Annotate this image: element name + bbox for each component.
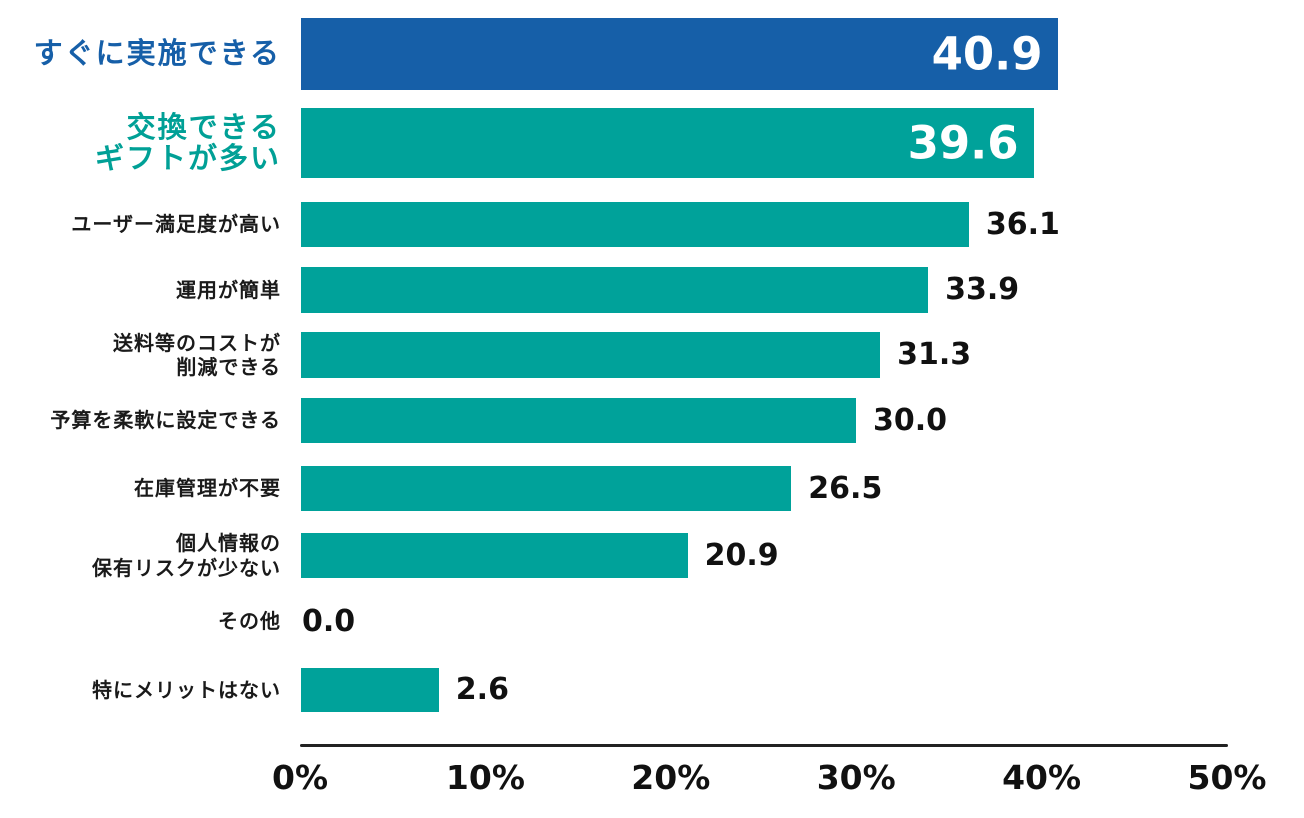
chart-row: 予算を柔軟に設定できる 30.0 [0, 398, 1304, 443]
category-label-line: 予算を柔軟に設定できる [50, 408, 281, 433]
x-axis-tick-label: 40% [1002, 758, 1082, 797]
bar-track: 26.5 [301, 466, 1304, 511]
value-label: 33.9 [945, 272, 1020, 307]
value-label: 39.6 [907, 116, 1019, 170]
category-label-line: 特にメリットはない [92, 677, 281, 702]
category-label-line: 保有リスクが少ない [92, 555, 281, 580]
category-label: その他 [0, 599, 281, 644]
x-axis-tick-label: 30% [816, 758, 896, 797]
chart-row: 送料等のコストが 削減できる 31.3 [0, 330, 1304, 379]
value-label: 2.6 [455, 672, 509, 707]
bar: 39.6 [301, 108, 1034, 178]
chart-row: 特にメリットはない 2.6 [0, 668, 1304, 712]
category-label-line: 交換できる [126, 109, 281, 144]
category-label: ユーザー満足度が高い [0, 202, 281, 247]
bar [301, 668, 439, 712]
x-axis-tick-label: 10% [445, 758, 525, 797]
x-axis-line [300, 744, 1228, 747]
category-label: 運用が簡単 [0, 267, 281, 313]
category-label: 予算を柔軟に設定できる [0, 398, 281, 443]
chart-row: 個人情報の 保有リスクが少ない 20.9 [0, 531, 1304, 580]
bar [301, 398, 856, 443]
value-label: 26.5 [808, 470, 883, 506]
bar-track: 2.6 [301, 668, 1304, 712]
chart-row: その他 0.0 [0, 599, 1304, 644]
category-label-line: 個人情報の [176, 531, 281, 556]
value-label: 30.0 [873, 402, 948, 438]
category-label-line: 送料等のコストが [113, 330, 281, 355]
bar-track: 31.3 [301, 332, 1304, 378]
value-label: 31.3 [897, 337, 972, 372]
chart-row: すぐに実施できる 40.9 [0, 18, 1304, 90]
bar [301, 332, 881, 378]
bar: 40.9 [301, 18, 1058, 90]
bar-track: 0.0 [301, 599, 1304, 644]
bar-track: 39.6 [301, 108, 1304, 178]
category-label-line: 在庫管理が不要 [134, 476, 281, 501]
category-label: 送料等のコストが 削減できる [0, 330, 281, 379]
chart-row: ユーザー満足度が高い 36.1 [0, 202, 1304, 247]
bar-track: 40.9 [301, 18, 1304, 90]
bar-track: 20.9 [301, 533, 1304, 578]
category-label-line: その他 [218, 609, 281, 634]
x-axis-tick-label: 50% [1187, 758, 1267, 797]
category-label: すぐに実施できる [0, 18, 281, 90]
category-label: 交換できる ギフトが多い [0, 108, 281, 178]
bar [301, 267, 929, 313]
category-label: 個人情報の 保有リスクが少ない [0, 531, 281, 580]
bar-track: 36.1 [301, 202, 1304, 247]
value-label: 0.0 [302, 603, 356, 639]
bar [301, 202, 969, 247]
category-label: 在庫管理が不要 [0, 466, 281, 511]
bar-track: 30.0 [301, 398, 1304, 443]
value-label: 40.9 [931, 27, 1043, 81]
chart-row: 交換できる ギフトが多い 39.6 [0, 108, 1304, 178]
x-axis-tick-label: 0% [271, 758, 329, 797]
chart-row: 在庫管理が不要 26.5 [0, 466, 1304, 511]
category-label-line: ユーザー満足度が高い [71, 212, 281, 237]
value-label: 20.9 [704, 537, 779, 573]
bar [301, 533, 688, 578]
chart-row: 運用が簡単 33.9 [0, 267, 1304, 313]
x-axis-tick-label: 20% [631, 758, 711, 797]
category-label: 特にメリットはない [0, 668, 281, 712]
category-label-line: 運用が簡単 [176, 277, 281, 302]
category-label-line: ギフトが多い [94, 141, 281, 175]
category-label-line: すぐに実施できる [33, 36, 281, 71]
category-label-line: 削減できる [176, 355, 281, 379]
value-label: 36.1 [985, 206, 1060, 242]
bar [301, 466, 792, 511]
bar-track: 33.9 [301, 267, 1304, 313]
